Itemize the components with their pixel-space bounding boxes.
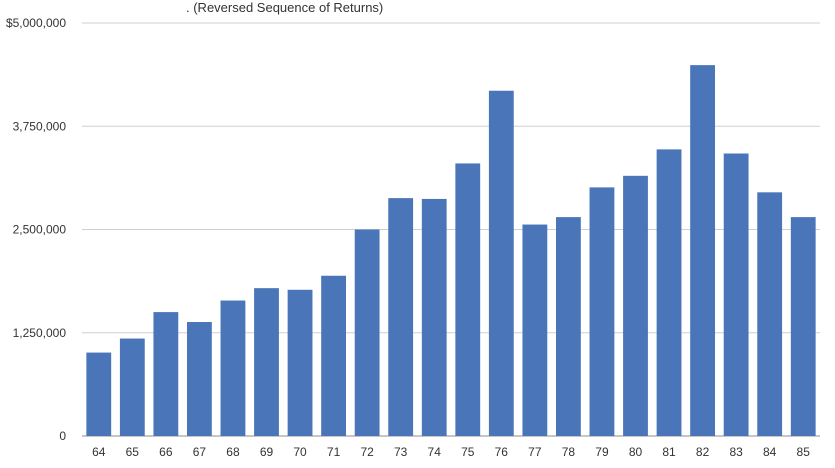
y-tick-label: 0 [59,429,66,443]
y-tick-label: $5,000,000 [6,16,66,30]
x-tick-label: 64 [92,445,106,459]
x-tick-label: 66 [159,445,173,459]
bar-66 [153,312,179,436]
x-tick-label: 69 [260,445,274,459]
x-tick-label: 78 [562,445,576,459]
bar-77 [522,224,548,436]
x-tick-label: 68 [226,445,240,459]
bar-72 [354,229,380,436]
bar-83 [723,153,749,436]
bar-68 [220,300,246,436]
x-tick-label: 73 [394,445,408,459]
x-tick-label: 72 [360,445,374,459]
bar-65 [119,338,145,436]
x-tick-label: 77 [528,445,542,459]
bar-74 [421,198,447,436]
x-tick-label: 65 [126,445,140,459]
x-tick-label: 84 [763,445,777,459]
x-tick-label: 82 [696,445,710,459]
bar-82 [690,65,716,436]
x-tick-label: 80 [629,445,643,459]
x-tick-label: 81 [662,445,676,459]
x-tick-label: 74 [428,445,442,459]
bars [86,65,816,437]
bar-73 [388,198,414,436]
x-tick-label: 79 [595,445,609,459]
bar-67 [186,322,212,436]
y-tick-label: 2,500,000 [13,223,67,237]
bar-70 [287,289,313,436]
bar-69 [254,288,279,436]
x-tick-label: 76 [495,445,509,459]
bar-76 [488,90,514,437]
x-tick-label: 67 [193,445,207,459]
bar-71 [321,275,347,436]
bar-64 [86,352,112,436]
bar-80 [623,175,648,436]
bar-84 [757,192,783,436]
x-tick-label: 83 [729,445,743,459]
x-tick-label: 71 [327,445,341,459]
bar-79 [589,187,615,436]
x-tick-label: 70 [293,445,307,459]
bar-81 [656,149,682,437]
bar-75 [455,163,481,437]
chart-title: . (Reversed Sequence of Returns) [186,0,383,15]
bar-85 [790,217,816,436]
x-tick-label: 75 [461,445,475,459]
bar-78 [555,217,581,436]
x-tick-label: 85 [797,445,811,459]
y-tick-label: 1,250,000 [13,326,67,340]
y-axis-ticks: 0 1,250,000 2,500,000 3,750,000 $5,000,000 [6,16,66,443]
y-tick-label: 3,750,000 [13,119,67,133]
x-axis-ticks: 64 65 66 67 68 69 70 71 72 73 74 75 76 77 78 79 80 81 82 83… [92,445,810,459]
